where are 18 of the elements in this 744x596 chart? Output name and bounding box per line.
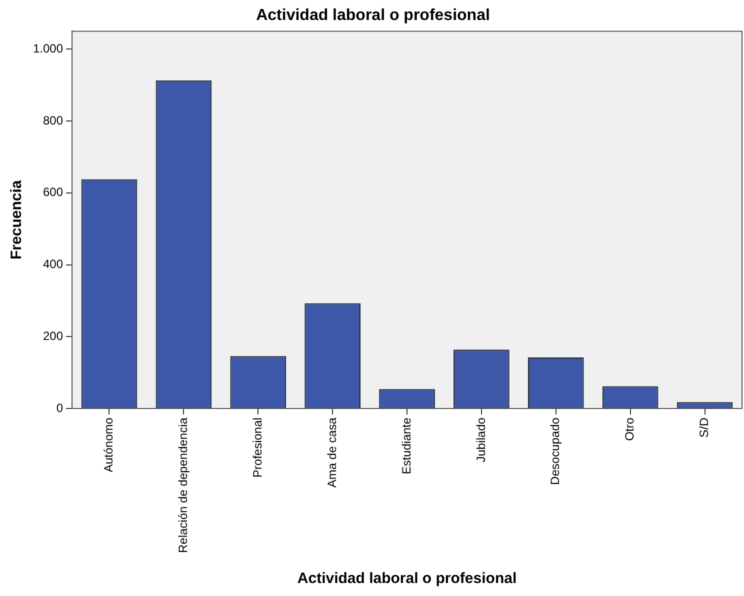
- x-axis-title: Actividad laboral o profesional: [297, 570, 517, 588]
- y-tick-label: 200: [43, 328, 64, 343]
- x-tick-label: Desocupado: [548, 417, 562, 485]
- y-tick-label: 1.000: [33, 41, 64, 56]
- x-tick-label: Jubilado: [474, 417, 488, 462]
- x-tick-label: S/D: [697, 417, 712, 438]
- y-tick-label: 400: [43, 257, 64, 272]
- x-tick-label: Profesional: [250, 418, 264, 478]
- x-tick-label: Estudiante: [399, 417, 414, 474]
- y-tick-label: 800: [43, 113, 64, 128]
- y-axis-title: Frecuencia: [8, 180, 26, 260]
- x-tick-label: Autónomo: [102, 417, 116, 472]
- x-tick-label: Otro: [622, 417, 637, 441]
- x-tick-label: Ama de casa: [324, 417, 339, 488]
- x-tick-label: Relación de dependencia: [176, 417, 190, 554]
- y-tick-label: 600: [43, 185, 64, 200]
- y-tick-label: 0: [56, 400, 64, 415]
- chart-title: Actividad laboral o profesional: [256, 7, 490, 24]
